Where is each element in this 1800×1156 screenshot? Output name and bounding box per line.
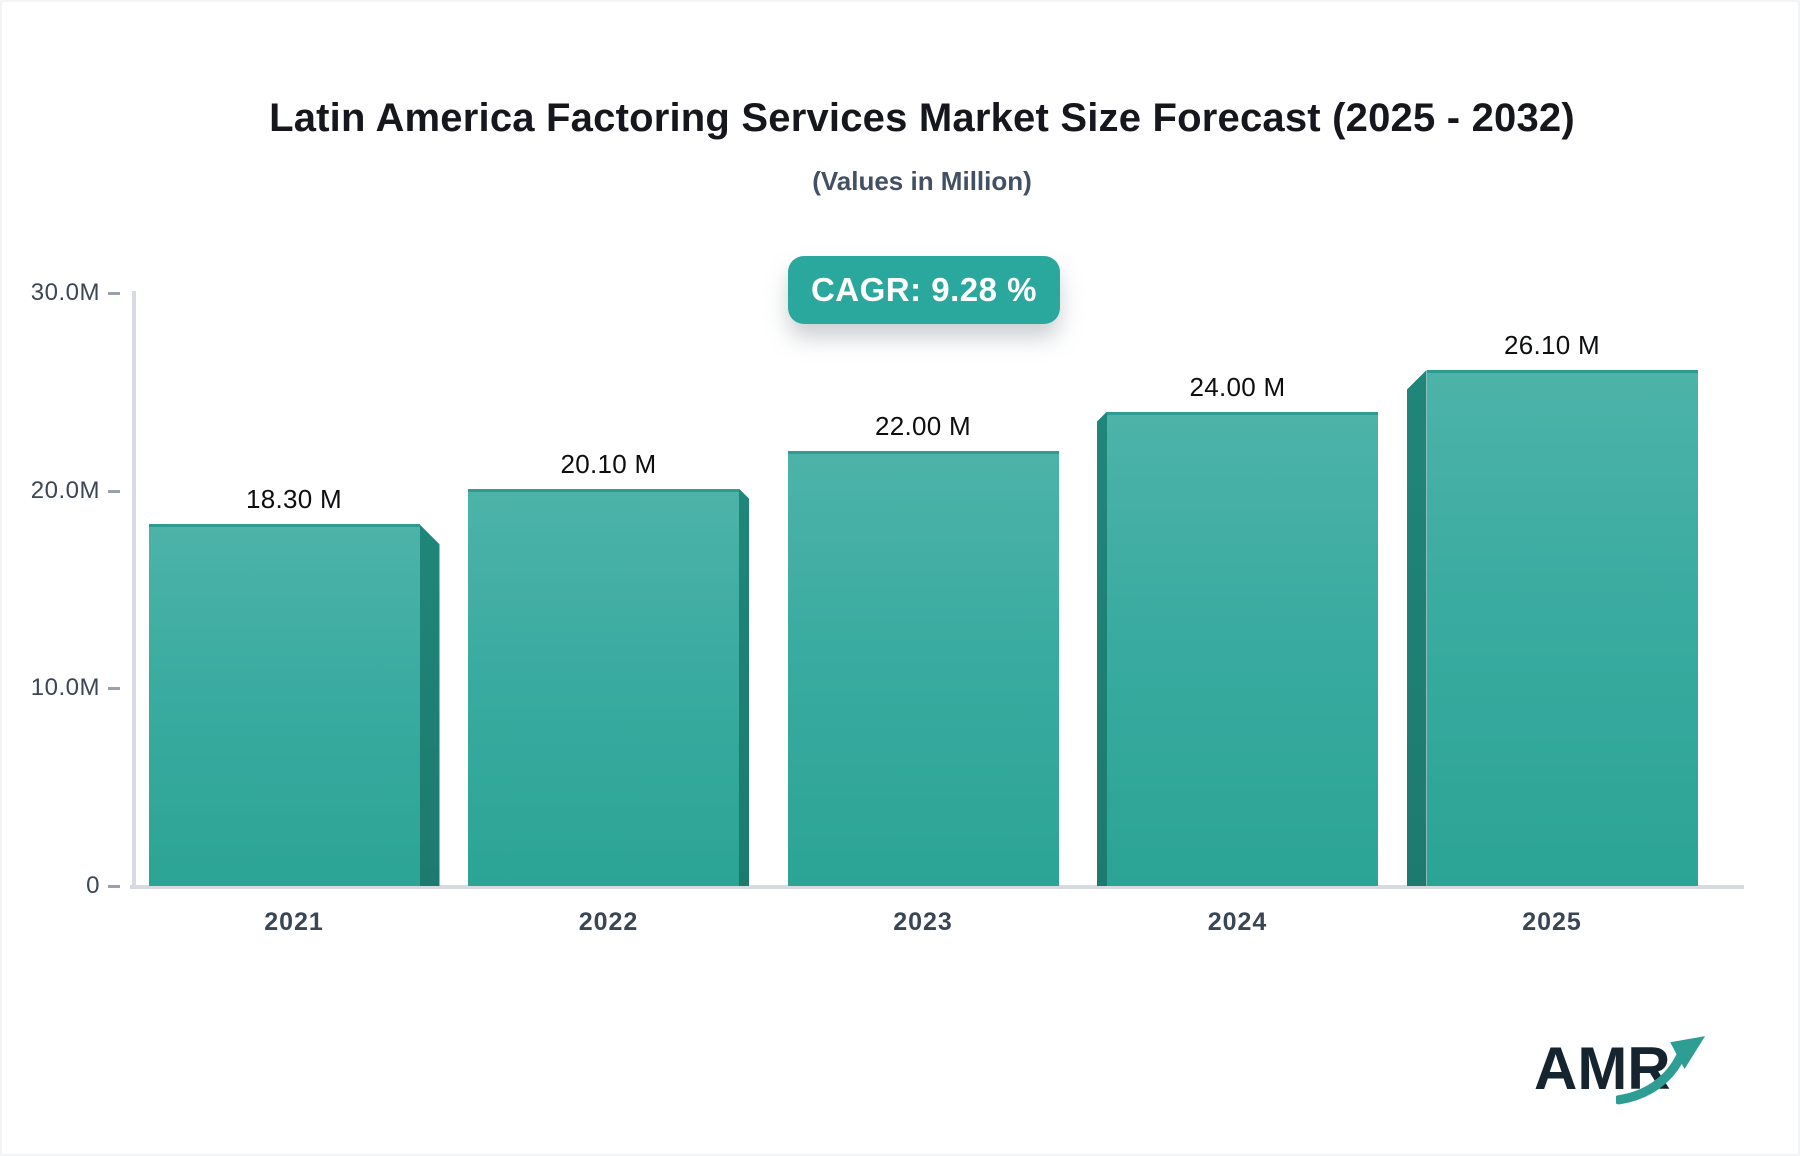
- x-axis-label-2024: 2024: [1207, 908, 1268, 936]
- y-axis-tick-mark: [108, 885, 120, 888]
- x-axis-label-2023: 2023: [893, 908, 953, 936]
- bar-2021[interactable]: [148, 524, 440, 886]
- bar-2023[interactable]: [787, 451, 1059, 886]
- y-axis-tick-label: 10.0M: [30, 674, 100, 702]
- bar-face[interactable]: [468, 488, 739, 886]
- chart-title: Latin America Factoring Services Market …: [269, 96, 1575, 140]
- bar-face[interactable]: [148, 524, 420, 886]
- growth-arrow-icon: [1616, 1036, 1706, 1105]
- bar-value-label: 22.00 M: [874, 411, 972, 442]
- bar-2024[interactable]: [1097, 411, 1378, 886]
- x-axis-label-2022: 2022: [578, 908, 639, 936]
- amr-logo: AMR: [1534, 1030, 1724, 1114]
- bar-side-face: [419, 524, 440, 886]
- y-axis-tick-mark: [108, 687, 120, 691]
- bar-2025[interactable]: [1406, 370, 1698, 886]
- bar-side-face: [1097, 411, 1107, 886]
- y-axis-line: [132, 291, 136, 887]
- chart-subtitle: (Values in Million): [812, 166, 1032, 196]
- y-axis-tick-label: 30.0M: [30, 278, 100, 306]
- bar-face[interactable]: [1426, 370, 1698, 886]
- bar-value-label: 26.10 M: [1503, 330, 1601, 360]
- x-axis-line: [130, 885, 1744, 889]
- bar-face[interactable]: [787, 451, 1059, 886]
- bar-side-face: [1406, 370, 1427, 886]
- y-axis-tick-label: 0: [86, 872, 100, 899]
- cagr-badge: CAGR: 9.28 %: [788, 256, 1060, 324]
- bar-2022[interactable]: [468, 488, 749, 886]
- x-axis-label-2025: 2025: [1522, 908, 1582, 936]
- bar-side-face: [739, 488, 749, 886]
- y-axis-tick-mark: [108, 489, 120, 493]
- y-axis-tick-label: 20.0M: [30, 476, 100, 504]
- bar-value-label: 20.10 M: [560, 448, 657, 479]
- bar-value-label: 18.30 M: [245, 484, 343, 515]
- x-axis-label-2021: 2021: [264, 908, 324, 936]
- cagr-badge-label: CAGR: 9.28 %: [810, 271, 1038, 308]
- y-axis-tick-mark: [108, 291, 120, 295]
- bar-face[interactable]: [1107, 411, 1378, 886]
- bar-value-label: 24.00 M: [1189, 371, 1286, 402]
